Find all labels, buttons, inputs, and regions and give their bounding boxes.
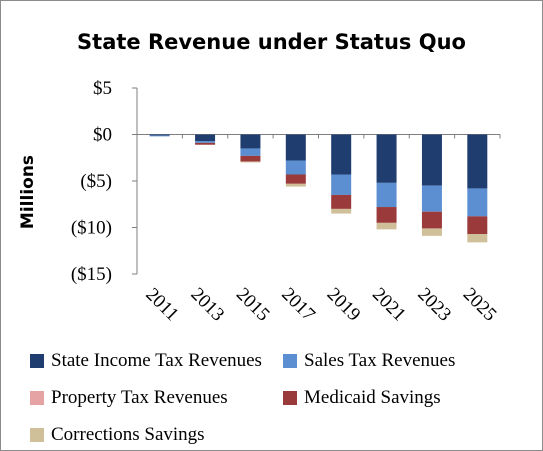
- bar-segment: [331, 208, 352, 214]
- bar-segment: [376, 207, 397, 223]
- bar-segment: [421, 185, 442, 212]
- y-tick-label: ($10): [71, 218, 112, 239]
- y-tick-label: $5: [93, 78, 112, 99]
- chart-title: State Revenue under Status Quo: [77, 30, 466, 54]
- bar-segment: [421, 134, 442, 186]
- bar-segment: [240, 148, 261, 156]
- legend-swatch: [283, 354, 297, 368]
- legend-item: Medicaid Savings: [283, 387, 441, 409]
- bar-segment: [376, 182, 397, 208]
- bar-segment: [421, 211, 442, 229]
- bar-segment: [149, 134, 170, 136]
- bar-segment: [195, 142, 216, 145]
- bar-segment: [376, 222, 397, 230]
- bar-segment: [240, 134, 261, 149]
- y-tick-label: ($5): [80, 171, 112, 192]
- bar-segment: [240, 161, 261, 163]
- x-tick-label: 2011: [141, 284, 182, 325]
- bar-segment: [285, 183, 306, 187]
- bar-segment: [467, 216, 488, 235]
- bar-segment: [467, 234, 488, 243]
- y-tick-label: $0: [93, 125, 112, 146]
- legend-swatch: [30, 428, 44, 442]
- bar-segment: [195, 141, 216, 143]
- x-tick-label: 2015: [232, 284, 274, 326]
- bar-segment: [331, 194, 352, 209]
- y-tick-label: ($15): [71, 264, 112, 285]
- legend-item: Sales Tax Revenues: [283, 350, 455, 372]
- legend-label: Property Tax Revenues: [51, 387, 228, 408]
- x-tick-label: 2013: [187, 284, 229, 326]
- bar-segment: [285, 174, 306, 184]
- legend-item: Corrections Savings: [30, 424, 205, 446]
- bar-segment: [467, 134, 488, 189]
- legend: State Income Tax Revenues Sales Tax Reven…: [30, 340, 535, 450]
- bar-segment: [331, 174, 352, 195]
- legend-swatch: [30, 354, 44, 368]
- legend-swatch: [30, 391, 44, 405]
- bar-segment: [331, 134, 352, 175]
- legend-swatch: [283, 391, 297, 405]
- legend-label: State Income Tax Revenues: [51, 350, 262, 371]
- legend-item: Property Tax Revenues: [30, 387, 228, 409]
- x-tick-label: 2017: [277, 284, 319, 326]
- x-tick-label: 2023: [413, 284, 455, 326]
- bar-segment: [467, 188, 488, 217]
- bar-segment: [421, 228, 442, 236]
- bar-segment: [376, 134, 397, 183]
- bar-segment: [149, 135, 170, 137]
- legend-item: State Income Tax Revenues: [30, 350, 262, 372]
- bar-segment: [285, 134, 306, 161]
- bar-segment: [240, 155, 261, 162]
- legend-label: Corrections Savings: [51, 424, 205, 445]
- legend-label: Sales Tax Revenues: [304, 350, 456, 371]
- legend-label: Medicaid Savings: [304, 387, 441, 408]
- x-tick-label: 2021: [368, 284, 410, 326]
- x-tick-label: 2025: [459, 284, 501, 326]
- bar-segment: [285, 160, 306, 175]
- x-tick-label: 2019: [323, 284, 365, 326]
- bar-segment: [195, 134, 216, 142]
